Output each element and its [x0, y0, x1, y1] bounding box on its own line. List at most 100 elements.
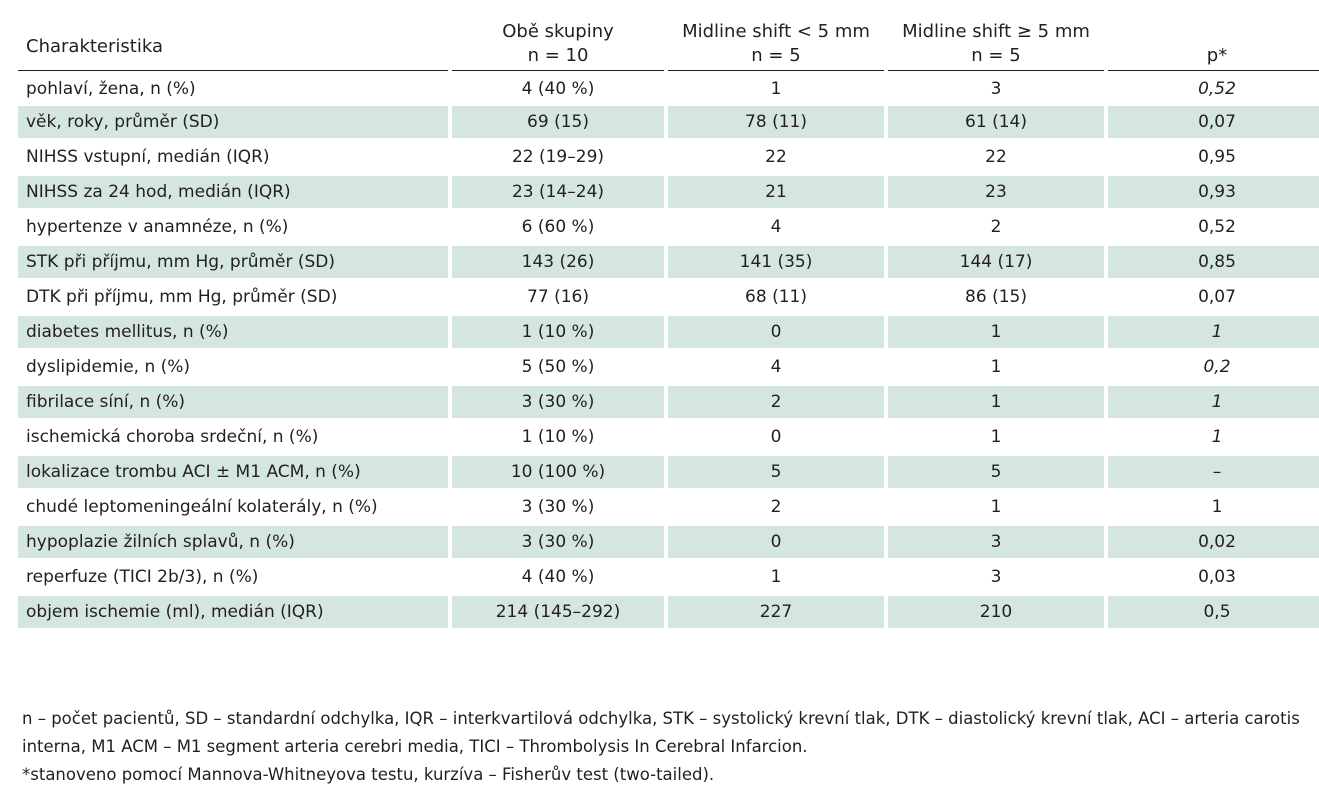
cell-shift-ge5: 5: [888, 456, 1104, 491]
cell-shift-ge5: 1: [888, 316, 1104, 351]
cell-p-value: 1: [1108, 491, 1319, 526]
table-row: reperfuze (TICI 2b/3), n (%) 4 (40 %) 1 3 0,…: [18, 561, 1319, 596]
cell-characteristic: NIHSS vstupní, medián (IQR): [18, 141, 448, 176]
cell-p-value: 0,07: [1108, 106, 1319, 141]
cell-p-value: 0,95: [1108, 141, 1319, 176]
cell-characteristic: diabetes mellitus, n (%): [18, 316, 448, 351]
cell-characteristic: chudé leptomeningeální kolaterály, n (%): [18, 491, 448, 526]
patient-characteristics-table: Charakteristika Obě skupiny n = 10 Midli…: [14, 14, 1319, 631]
cell-characteristic: ischemická choroba srdeční, n (%): [18, 421, 448, 456]
cell-shift-ge5: 3: [888, 561, 1104, 596]
header-p-value-label: p*: [1206, 45, 1228, 66]
cell-both-groups: 3 (30 %): [452, 526, 664, 561]
table-header-row: Charakteristika Obě skupiny n = 10 Midli…: [18, 14, 1319, 71]
cell-shift-lt5: 22: [668, 141, 884, 176]
cell-shift-ge5: 1: [888, 421, 1104, 456]
cell-both-groups: 4 (40 %): [452, 561, 664, 596]
table-row: NIHSS za 24 hod, medián (IQR) 23 (14–24) 2…: [18, 176, 1319, 211]
cell-shift-ge5: 1: [888, 351, 1104, 386]
cell-shift-lt5: 68 (11): [668, 281, 884, 316]
cell-shift-ge5: 1: [888, 491, 1104, 526]
header-shift-lt5-title: Midline shift < 5 mm: [682, 21, 870, 42]
cell-both-groups: 77 (16): [452, 281, 664, 316]
cell-shift-lt5: 1: [668, 71, 884, 106]
header-characteristic-label: Charakteristika: [26, 36, 163, 57]
header-characteristic: Charakteristika: [18, 14, 448, 71]
header-p-value: p*: [1108, 14, 1319, 71]
cell-shift-ge5: 2: [888, 211, 1104, 246]
table-row: lokalizace trombu ACI ± M1 ACM, n (%) 10 …: [18, 456, 1319, 491]
table-footnotes: n – počet pacientů, SD – standardní odch…: [22, 705, 1307, 789]
cell-characteristic: hypoplazie žilních splavů, n (%): [18, 526, 448, 561]
cell-both-groups: 10 (100 %): [452, 456, 664, 491]
header-shift-ge5-title: Midline shift ≥ 5 mm: [902, 21, 1090, 42]
cell-shift-ge5: 210: [888, 596, 1104, 631]
footnote-abbreviations: n – počet pacientů, SD – standardní odch…: [22, 709, 1300, 756]
cell-characteristic: DTK při příjmu, mm Hg, průměr (SD): [18, 281, 448, 316]
cell-shift-lt5: 227: [668, 596, 884, 631]
cell-characteristic: pohlaví, žena, n (%): [18, 71, 448, 106]
cell-shift-lt5: 0: [668, 316, 884, 351]
table-row: diabetes mellitus, n (%) 1 (10 %) 0 1 1: [18, 316, 1319, 351]
cell-characteristic: dyslipidemie, n (%): [18, 351, 448, 386]
table-row: dyslipidemie, n (%) 5 (50 %) 4 1 0,2: [18, 351, 1319, 386]
cell-both-groups: 1 (10 %): [452, 421, 664, 456]
cell-characteristic: hypertenze v anamnéze, n (%): [18, 211, 448, 246]
footnote-method: *stanoveno pomocí Mannova-Whitneyova tes…: [22, 765, 715, 784]
table-row: chudé leptomeningeální kolaterály, n (%)…: [18, 491, 1319, 526]
header-shift-lt5: Midline shift < 5 mm n = 5: [668, 14, 884, 71]
table-row: fibrilace síní, n (%) 3 (30 %) 2 1 1: [18, 386, 1319, 421]
table-row: DTK při příjmu, mm Hg, průměr (SD) 77 (16…: [18, 281, 1319, 316]
cell-p-value: 1: [1108, 421, 1319, 456]
cell-both-groups: 69 (15): [452, 106, 664, 141]
cell-characteristic: fibrilace síní, n (%): [18, 386, 448, 421]
cell-shift-lt5: 0: [668, 421, 884, 456]
cell-both-groups: 23 (14–24): [452, 176, 664, 211]
cell-characteristic: reperfuze (TICI 2b/3), n (%): [18, 561, 448, 596]
cell-p-value: 0,93: [1108, 176, 1319, 211]
table-row: hypoplazie žilních splavů, n (%) 3 (30 %)…: [18, 526, 1319, 561]
cell-shift-ge5: 3: [888, 71, 1104, 106]
cell-shift-ge5: 1: [888, 386, 1104, 421]
cell-both-groups: 3 (30 %): [452, 491, 664, 526]
cell-shift-ge5: 86 (15): [888, 281, 1104, 316]
header-shift-lt5-n: n = 5: [751, 45, 801, 66]
table-row: ischemická choroba srdeční, n (%) 1 (10 %…: [18, 421, 1319, 456]
cell-p-value: 0,52: [1108, 211, 1319, 246]
cell-shift-lt5: 5: [668, 456, 884, 491]
cell-shift-ge5: 3: [888, 526, 1104, 561]
cell-both-groups: 6 (60 %): [452, 211, 664, 246]
table-row: hypertenze v anamnéze, n (%) 6 (60 %) 4 2 0,…: [18, 211, 1319, 246]
header-shift-ge5: Midline shift ≥ 5 mm n = 5: [888, 14, 1104, 71]
cell-shift-lt5: 4: [668, 351, 884, 386]
cell-shift-lt5: 4: [668, 211, 884, 246]
patient-characteristics-table-container: Charakteristika Obě skupiny n = 10 Midli…: [18, 14, 1319, 631]
cell-p-value: 0,52: [1108, 71, 1319, 106]
cell-shift-lt5: 141 (35): [668, 246, 884, 281]
cell-p-value: 0,07: [1108, 281, 1319, 316]
cell-both-groups: 4 (40 %): [452, 71, 664, 106]
cell-p-value: 0,03: [1108, 561, 1319, 596]
cell-shift-ge5: 23: [888, 176, 1104, 211]
table-row: pohlaví, žena, n (%) 4 (40 %) 1 3 0,52: [18, 71, 1319, 106]
cell-shift-lt5: 2: [668, 386, 884, 421]
cell-shift-lt5: 21: [668, 176, 884, 211]
cell-p-value: 0,2: [1108, 351, 1319, 386]
header-both-groups-title: Obě skupiny: [502, 21, 614, 42]
cell-shift-lt5: 1: [668, 561, 884, 596]
cell-both-groups: 1 (10 %): [452, 316, 664, 351]
cell-characteristic: STK při příjmu, mm Hg, průměr (SD): [18, 246, 448, 281]
cell-both-groups: 214 (145–292): [452, 596, 664, 631]
cell-characteristic: lokalizace trombu ACI ± M1 ACM, n (%): [18, 456, 448, 491]
cell-shift-lt5: 2: [668, 491, 884, 526]
cell-p-value: 0,85: [1108, 246, 1319, 281]
cell-both-groups: 5 (50 %): [452, 351, 664, 386]
cell-p-value: 1: [1108, 316, 1319, 351]
cell-shift-ge5: 61 (14): [888, 106, 1104, 141]
cell-shift-lt5: 0: [668, 526, 884, 561]
cell-p-value: 0,5: [1108, 596, 1319, 631]
table-row: objem ischemie (ml), medián (IQR) 214 (14…: [18, 596, 1319, 631]
header-both-groups-n: n = 10: [527, 45, 589, 66]
header-both-groups: Obě skupiny n = 10: [452, 14, 664, 71]
cell-p-value: 1: [1108, 386, 1319, 421]
